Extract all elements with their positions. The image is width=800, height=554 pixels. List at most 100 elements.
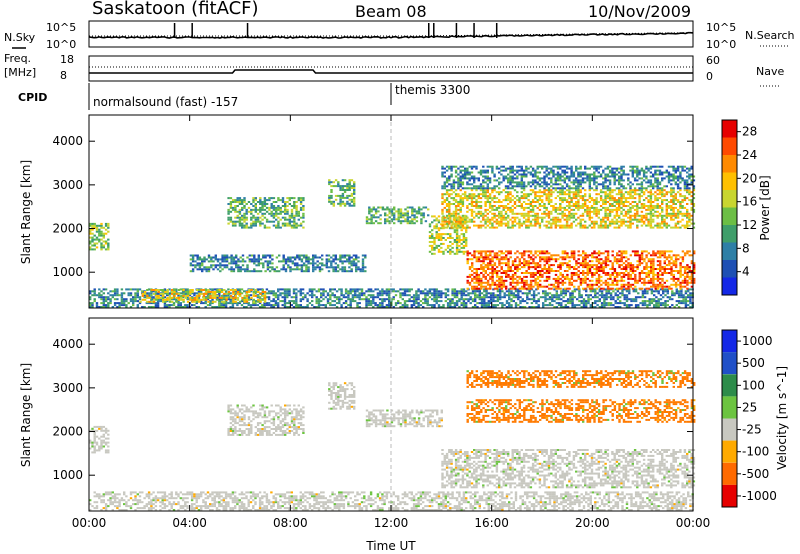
power-cell [272, 205, 276, 207]
power-cell [516, 250, 519, 253]
power-cell [350, 185, 354, 188]
power-cell [532, 275, 535, 278]
power-cell [622, 203, 625, 205]
power-cell [243, 214, 246, 217]
power-cell [659, 252, 662, 255]
power-cell [459, 197, 462, 200]
nsky-label: N.Sky [4, 31, 36, 44]
power-cell [261, 304, 264, 307]
power-cell [661, 250, 664, 253]
power-cell [288, 220, 291, 223]
power-cell [460, 292, 463, 295]
power-cell [288, 294, 291, 297]
power-cell [100, 298, 103, 301]
power-cell [636, 264, 639, 267]
power-cell [625, 300, 629, 303]
power-cell [661, 208, 664, 211]
power-cell [335, 296, 339, 299]
power-cell [413, 218, 416, 221]
power-cell [557, 285, 560, 288]
power-cell [614, 300, 617, 303]
power-cell [462, 304, 466, 307]
power-cell [193, 300, 197, 303]
power-cell [95, 294, 99, 297]
power-cell [663, 272, 666, 274]
power-cell [406, 290, 409, 293]
power-cell [397, 302, 400, 305]
power-cell [234, 208, 237, 211]
power-cell [147, 306, 151, 308]
power-cell [446, 288, 450, 291]
power-cell [532, 290, 536, 293]
power-cell [563, 256, 567, 259]
power-cell [656, 264, 660, 267]
power-cell [435, 288, 438, 291]
power-cell [504, 205, 508, 207]
power-cell [493, 208, 496, 211]
power-cell [523, 254, 526, 257]
power-cell [449, 237, 452, 239]
power-cell [536, 283, 540, 286]
power-cell [146, 300, 149, 303]
power-cell [688, 275, 691, 278]
power-cell [529, 287, 533, 290]
power-cell [607, 296, 611, 299]
power-cell [156, 304, 160, 307]
power-cell [652, 273, 655, 276]
power-cell [572, 193, 576, 196]
power-cell [459, 216, 462, 219]
power-cell [283, 294, 287, 297]
power-cell [603, 298, 606, 301]
power-cell [609, 287, 612, 290]
power-cell [649, 218, 653, 221]
power-cell [663, 252, 666, 255]
power-cell [261, 222, 264, 225]
power-cell [404, 218, 407, 221]
power-cell [413, 214, 416, 217]
power-cell [477, 287, 481, 290]
power-cell [652, 266, 655, 269]
power-cell [454, 189, 458, 192]
power-cell [471, 277, 474, 280]
power-cell [566, 270, 569, 272]
power-cell [492, 296, 495, 299]
power-cell [679, 273, 682, 276]
power-cell [479, 197, 483, 200]
power-cell [518, 262, 521, 265]
power-cell [381, 208, 385, 211]
power-cell [670, 287, 673, 290]
power-cell [159, 296, 163, 299]
power-cell [480, 252, 483, 255]
power-cell [665, 193, 668, 196]
power-cell [638, 273, 641, 276]
power-cell [417, 302, 420, 305]
power-cell [147, 302, 151, 305]
power-cell [495, 283, 499, 286]
power-cell [326, 302, 330, 305]
power-cell [559, 262, 562, 265]
power-cell [284, 208, 287, 211]
power-cell [640, 250, 644, 253]
power-cell [541, 191, 544, 194]
power-cell [664, 306, 667, 308]
power-cell [551, 296, 554, 299]
power-cell [654, 191, 657, 194]
power-cell [245, 218, 248, 221]
power-cell [620, 250, 623, 253]
power-cell [320, 288, 323, 291]
power-cell [113, 290, 117, 293]
power-cell [652, 285, 655, 288]
power-cell [631, 197, 634, 200]
power-cell [338, 296, 341, 299]
power-cell [526, 294, 529, 297]
power-cell [561, 226, 564, 229]
power-cell [500, 222, 503, 225]
power-cell [213, 288, 216, 291]
power-cell [102, 302, 105, 305]
power-cell [480, 264, 483, 267]
power-cell [616, 272, 619, 274]
power-cell [239, 292, 242, 295]
power-cell [683, 279, 687, 282]
power-cell [507, 268, 510, 270]
power-cell [254, 206, 257, 209]
